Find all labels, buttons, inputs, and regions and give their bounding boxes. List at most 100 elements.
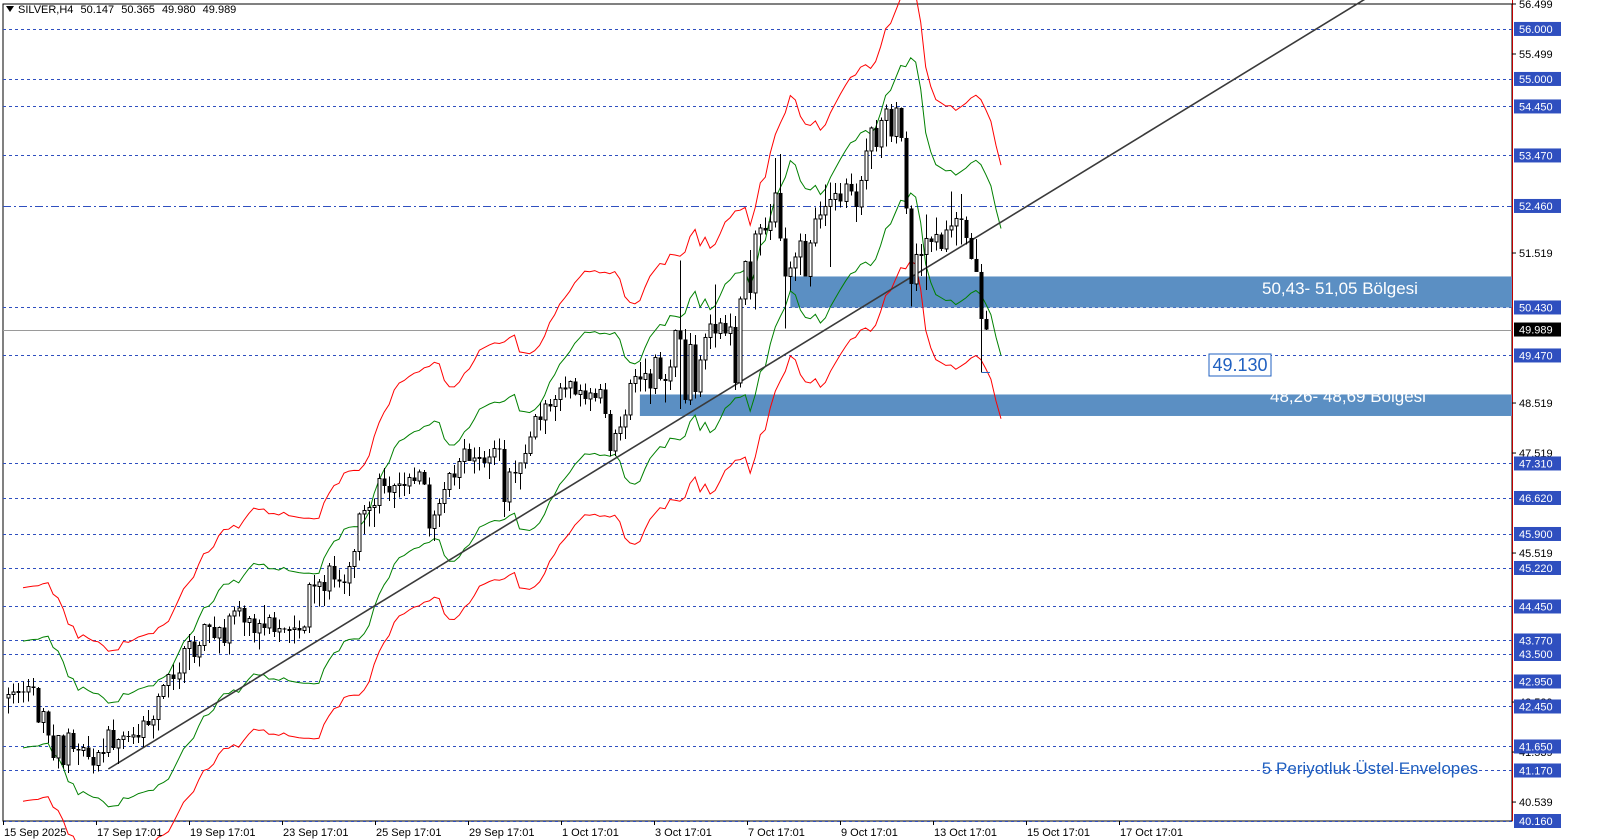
- candle: [683, 328, 688, 404]
- bull-candle-body: [507, 471, 512, 503]
- level-price-tag: [1514, 99, 1561, 114]
- candle: [272, 611, 277, 637]
- candle: [16, 682, 21, 703]
- bear-candle-body: [889, 108, 894, 137]
- bull-candle-body: [668, 366, 673, 382]
- candle: [879, 117, 884, 158]
- bull-candle-body: [11, 691, 16, 695]
- chevron-down-icon[interactable]: [6, 6, 14, 12]
- bull-candle-body: [628, 382, 633, 416]
- level-price-tag-text: 41.170: [1519, 765, 1553, 777]
- bull-candle-body: [81, 746, 86, 751]
- time-axis-label: 15 Oct 17:01: [1027, 827, 1090, 839]
- candle: [352, 548, 357, 578]
- candle: [367, 501, 372, 527]
- bull-candle-body: [949, 225, 954, 231]
- bear-candle-body: [422, 471, 427, 485]
- candle: [543, 399, 548, 434]
- candle: [533, 413, 538, 440]
- candle: [748, 249, 753, 300]
- candle: [919, 243, 924, 276]
- bull-candle-body: [56, 734, 61, 759]
- bear-candle-body: [136, 734, 141, 738]
- candle: [452, 464, 457, 486]
- bull-candle-body: [41, 710, 46, 723]
- bull-candle-body: [397, 483, 402, 486]
- bear-candle-body: [452, 473, 457, 478]
- bear-candle-body: [36, 687, 41, 723]
- bear-candle-body: [899, 107, 904, 138]
- bull-candle-body: [558, 387, 563, 400]
- candle: [573, 377, 578, 396]
- level-price-tag-text: 47.310: [1519, 458, 1553, 470]
- candle: [608, 409, 613, 457]
- bull-candle-body: [177, 672, 182, 680]
- candle: [783, 227, 788, 329]
- candle: [894, 101, 899, 144]
- bear-candle-body: [979, 271, 984, 319]
- candle: [738, 296, 743, 388]
- bear-candle-body: [803, 240, 808, 277]
- candle: [653, 354, 658, 394]
- level-price-tag-text: 52.460: [1519, 201, 1553, 213]
- candle: [427, 477, 432, 537]
- level-price-tag-text: 55.000: [1519, 74, 1553, 86]
- candle: [287, 626, 292, 643]
- candle: [818, 201, 823, 229]
- bear-candle-body: [482, 457, 487, 463]
- bull-candle-body: [884, 108, 889, 121]
- level-price-tag: [1514, 699, 1561, 714]
- bull-candle-body: [106, 729, 111, 753]
- time-axis-label: 17 Oct 17:01: [1120, 827, 1183, 839]
- candle: [31, 677, 36, 696]
- level-price-tag: [1514, 646, 1561, 661]
- bull-candle-body: [442, 488, 447, 504]
- open-value: 50.147: [80, 4, 115, 16]
- bull-candle-body: [618, 426, 623, 434]
- bull-candle-body: [588, 392, 593, 400]
- candle: [984, 310, 989, 330]
- candle: [778, 153, 783, 241]
- bear-candle-body: [31, 686, 36, 688]
- candle: [372, 498, 377, 527]
- bull-candle-body: [768, 221, 773, 231]
- candle: [26, 678, 31, 702]
- candle: [312, 574, 317, 604]
- candle: [76, 743, 81, 765]
- level-price-tag-text: 53.470: [1519, 150, 1553, 162]
- candle: [242, 605, 247, 636]
- candle: [638, 361, 643, 392]
- bear-candle-body: [849, 183, 854, 192]
- level-price-tag: [1514, 599, 1561, 614]
- candle: [593, 388, 598, 402]
- candle: [528, 431, 533, 456]
- bull-candle-body: [844, 183, 849, 202]
- price-axis-label: 56.499: [1519, 0, 1553, 11]
- bear-candle-body: [497, 448, 502, 450]
- upper-outer-envelope: [22, 0, 1002, 652]
- bull-candle-body: [487, 456, 492, 464]
- bear-candle-body: [969, 237, 974, 259]
- level-price-tag: [1514, 763, 1561, 778]
- candle: [838, 182, 843, 208]
- bear-candle-body: [658, 357, 663, 379]
- bear-candle-body: [693, 344, 698, 392]
- bull-candle-body: [623, 414, 628, 428]
- bull-candle-body: [798, 240, 803, 258]
- time-axis-label: 3 Oct 17:01: [655, 827, 712, 839]
- candle: [813, 207, 818, 247]
- bull-candle-body: [151, 718, 156, 726]
- candle: [849, 173, 854, 196]
- candle: [232, 606, 237, 625]
- candle: [492, 440, 497, 465]
- price-axis-label: 55.499: [1519, 49, 1553, 61]
- candle: [964, 216, 969, 245]
- candle: [889, 103, 894, 142]
- bear-candle-body: [252, 618, 257, 633]
- bull-candle-body: [237, 607, 242, 612]
- candle: [197, 641, 202, 667]
- candle: [322, 574, 327, 606]
- candle: [51, 724, 56, 761]
